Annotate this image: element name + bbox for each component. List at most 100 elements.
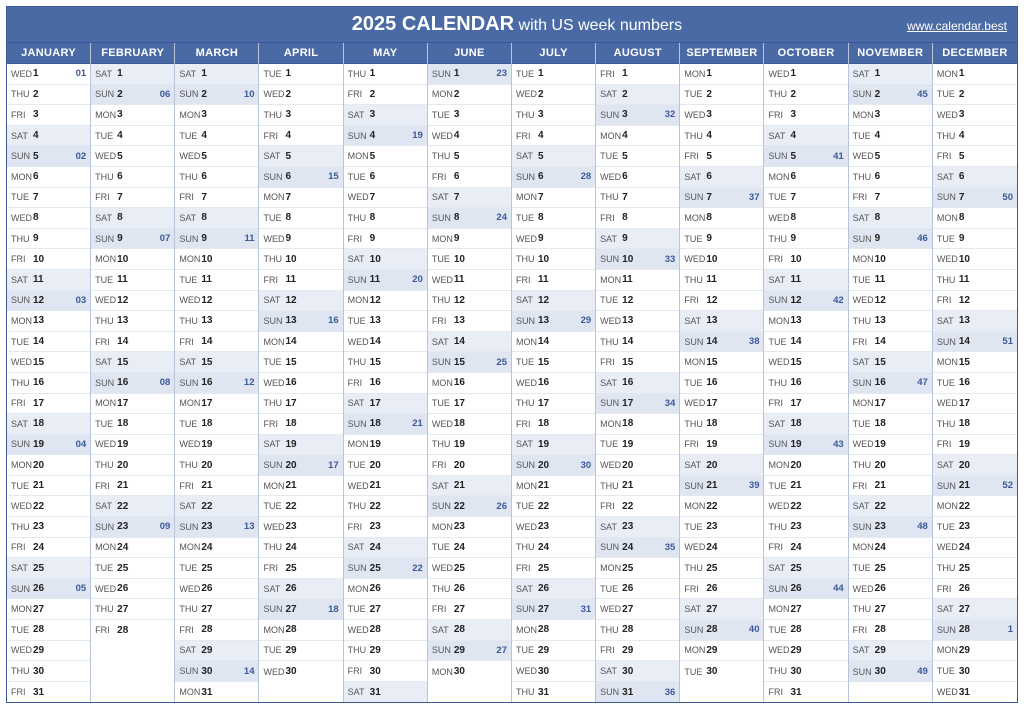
day-number: 11: [33, 274, 49, 285]
day-cell: THU18: [680, 414, 763, 435]
day-cell: TUE12: [596, 291, 679, 312]
day-cell: FRI12: [933, 291, 1017, 312]
day-cell: TUE27: [344, 599, 427, 620]
day-of-week: MON: [11, 316, 33, 326]
day-of-week: TUE: [432, 110, 454, 120]
day-cell: SAT22: [849, 496, 932, 517]
day-of-week: THU: [348, 645, 370, 655]
day-of-week: SUN: [768, 151, 790, 161]
day-number: 26: [201, 583, 217, 594]
month-column: NOVEMBERSAT1SUN245MON3TUE4WED5THU6FRI7SA…: [849, 43, 933, 702]
day-of-week: FRI: [937, 151, 959, 161]
day-of-week: SUN: [432, 501, 454, 511]
day-number: 14: [201, 336, 217, 347]
day-cell: FRI24: [7, 538, 90, 559]
day-number: 3: [538, 109, 554, 120]
day-of-week: MON: [263, 337, 285, 347]
day-of-week: THU: [768, 234, 790, 244]
day-of-week: WED: [768, 69, 790, 79]
day-number: 15: [959, 357, 975, 368]
day-cell: MON2: [428, 85, 511, 106]
day-number: 9: [33, 233, 49, 244]
day-of-week: FRI: [263, 419, 285, 429]
day-number: 23: [790, 521, 806, 532]
day-number: 28: [622, 624, 638, 635]
day-cell: SAT20: [933, 455, 1017, 476]
week-number: 39: [749, 480, 760, 491]
day-number: 29: [622, 645, 638, 656]
day-cell: TUE9: [933, 229, 1017, 250]
day-cell: FRI10: [764, 249, 847, 270]
day-of-week: FRI: [768, 110, 790, 120]
day-number: 18: [622, 418, 638, 429]
day-number: 9: [706, 233, 722, 244]
day-of-week: WED: [853, 439, 875, 449]
week-number: 01: [76, 68, 87, 79]
day-cell: SUN2435: [596, 538, 679, 559]
day-cell: SUN737: [680, 188, 763, 209]
day-of-week: SAT: [179, 501, 201, 511]
day-cell: SAT8: [175, 208, 258, 229]
day-cell: WED11: [428, 270, 511, 291]
day-of-week: TUE: [600, 295, 622, 305]
day-of-week: THU: [432, 295, 454, 305]
day-of-week: SUN: [432, 69, 454, 79]
day-cell: THU10: [512, 249, 595, 270]
day-of-week: THU: [516, 110, 538, 120]
day-cell: SAT20: [680, 455, 763, 476]
day-cell: SUN2348: [849, 517, 932, 538]
day-of-week: MON: [937, 645, 959, 655]
day-cell: THU17: [512, 394, 595, 415]
day-number: 12: [790, 295, 806, 306]
day-of-week: MON: [11, 172, 33, 182]
day-of-week: THU: [600, 337, 622, 347]
day-number: 1: [706, 68, 722, 79]
day-number: 18: [790, 418, 806, 429]
day-of-week: THU: [768, 666, 790, 676]
day-cell: TUE7: [764, 188, 847, 209]
day-of-week: TUE: [768, 337, 790, 347]
day-number: 29: [875, 645, 891, 656]
day-of-week: THU: [684, 563, 706, 573]
day-cell: SUN2522: [344, 558, 427, 579]
day-cell: MON13: [764, 311, 847, 332]
day-cell: THU2: [764, 85, 847, 106]
day-number: 10: [33, 254, 49, 265]
day-number: 10: [959, 254, 975, 265]
day-cell: MON14: [512, 332, 595, 353]
day-number: 14: [454, 336, 470, 347]
day-number: 12: [959, 295, 975, 306]
day-of-week: SUN: [95, 234, 117, 244]
day-cell: SAT11: [7, 270, 90, 291]
day-cell: SAT12: [512, 291, 595, 312]
day-of-week: TUE: [768, 192, 790, 202]
month-column: FEBRUARYSAT1SUN206MON3TUE4WED5THU6FRI7SA…: [91, 43, 175, 702]
day-number: 17: [875, 398, 891, 409]
week-number: 20: [412, 274, 423, 285]
day-cell: SAT26: [512, 579, 595, 600]
site-link[interactable]: www.calendar.best: [907, 19, 1007, 33]
day-cell: SUN750: [933, 188, 1017, 209]
day-cell: THU18: [933, 414, 1017, 435]
day-number: 24: [117, 542, 133, 553]
day-number: 8: [370, 212, 386, 223]
day-number: 4: [875, 130, 891, 141]
day-cell: SUN3136: [596, 682, 679, 703]
day-number: 14: [875, 336, 891, 347]
day-cell: THU23: [7, 517, 90, 538]
day-cell: SUN332: [596, 105, 679, 126]
day-of-week: SAT: [768, 131, 790, 141]
day-cell: FRI1: [596, 64, 679, 85]
day-cell: SUN281: [933, 620, 1017, 641]
day-cell: MON11: [596, 270, 679, 291]
day-of-week: THU: [768, 89, 790, 99]
month-header: JUNE: [428, 43, 511, 64]
day-cell: TUE18: [175, 414, 258, 435]
day-cell: WED101: [7, 64, 90, 85]
day-number: 19: [875, 439, 891, 450]
day-cell: FRI31: [7, 682, 90, 703]
calendar-grid: JANUARYWED101THU2FRI3SAT4SUN502MON6TUE7W…: [7, 43, 1017, 702]
day-of-week: SAT: [432, 337, 454, 347]
day-cell: THU27: [91, 599, 174, 620]
day-number: 12: [285, 295, 301, 306]
